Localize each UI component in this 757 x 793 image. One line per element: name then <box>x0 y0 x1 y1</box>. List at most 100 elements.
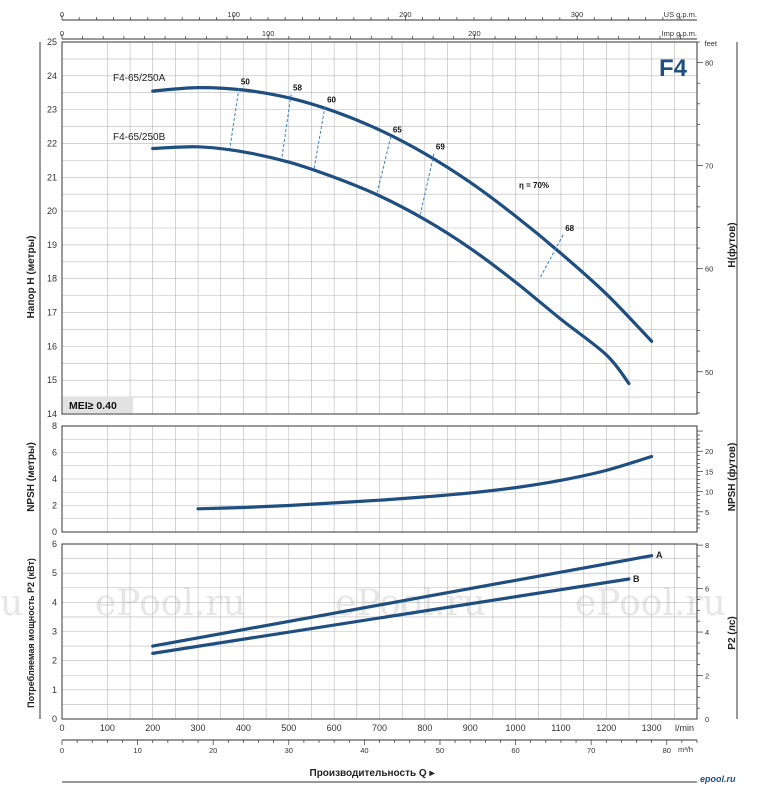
npsh-ytick: 6 <box>52 448 57 458</box>
watermark-fragment: u <box>0 583 23 624</box>
head-axis-title: Напор Н (метры) <box>26 236 37 319</box>
head-ytick: 16 <box>47 341 57 351</box>
efficiency-line <box>376 136 392 193</box>
npsh-feet-tick: 10 <box>705 488 713 497</box>
power-ytick: 3 <box>52 627 57 637</box>
lmin-tick: 100 <box>100 723 115 733</box>
efficiency-label: 69 <box>436 143 445 152</box>
tick-labels: 1415161718192021222324250246801234565060… <box>47 37 713 755</box>
mei-box <box>63 397 133 413</box>
eta-label: η = 70% <box>519 181 549 190</box>
head-series-line-1 <box>151 145 631 386</box>
lmin-tick: 1300 <box>642 723 662 733</box>
power-label-b: B <box>633 574 640 584</box>
watermark-text-3: ePool.ru <box>575 583 726 624</box>
power-label-a: A <box>656 550 663 560</box>
efficiency-line <box>281 94 292 158</box>
x-axis-title: Производительность Q ▸ <box>310 768 436 779</box>
head-ytick: 25 <box>47 37 57 47</box>
feet-tick: 70 <box>705 162 713 171</box>
m3h-tick: 20 <box>209 746 217 755</box>
lmin-unit-label: l/min <box>675 723 694 733</box>
power-ytick: 6 <box>52 539 57 549</box>
lmin-tick: 600 <box>327 723 342 733</box>
us-gpm-unit-label: US g.p.m. <box>664 10 697 19</box>
top-flow-axes: 0 100 200 300 0 100 200 <box>60 10 697 40</box>
m3h-tick: 80 <box>663 746 671 755</box>
feet-unit-label: feet <box>704 39 717 48</box>
m3h-tick: 60 <box>511 746 519 755</box>
power-series-line-1 <box>151 577 631 655</box>
power-ytick: 2 <box>52 656 57 666</box>
lmin-tick: 1100 <box>551 723 570 733</box>
head-right-axis-title: Н(футов) <box>726 222 738 267</box>
lmin-tick: 1000 <box>506 723 526 733</box>
efficiency-label: 50 <box>241 77 250 86</box>
hp-tick: 6 <box>705 585 709 594</box>
corner-watermark: epool.ru <box>700 774 736 784</box>
efficiency-line <box>419 153 435 215</box>
imp-gpm-tick: 200 <box>468 29 481 38</box>
feet-tick: 50 <box>705 368 713 377</box>
power-ytick: 4 <box>52 597 57 607</box>
efficiency-line <box>313 106 326 171</box>
efficiency-label: 58 <box>293 83 302 92</box>
lmin-tick: 1200 <box>596 723 616 733</box>
power-ytick: 5 <box>52 568 57 578</box>
lmin-tick: 800 <box>417 723 432 733</box>
frame-layer <box>39 41 738 783</box>
efficiency-label: 65 <box>393 126 402 135</box>
imp-gpm-tick: 100 <box>262 29 275 38</box>
head-series-line-0 <box>151 86 654 343</box>
hp-tick: 4 <box>705 628 709 637</box>
head-ytick: 19 <box>47 240 57 250</box>
power-ytick: 1 <box>52 685 57 695</box>
head-ytick: 18 <box>47 274 57 284</box>
npsh-feet-tick: 20 <box>705 447 713 456</box>
watermark-text-1: ePool.ru <box>95 583 246 624</box>
power-right-axis-title: Р2 (лс) <box>727 616 738 649</box>
hp-tick: 2 <box>705 672 709 681</box>
npsh-right-axis-title: NPSH (футов) <box>726 443 738 512</box>
watermark-layer: u ePool.ru ePool.ru ePool.ru <box>0 583 726 624</box>
lmin-tick: 200 <box>145 723 160 733</box>
us-gpm-tick: 300 <box>571 10 584 19</box>
head-ytick: 15 <box>47 375 57 385</box>
npsh-ytick: 0 <box>52 527 57 537</box>
series-label-a: F4-65/250A <box>113 73 166 84</box>
lmin-tick: 300 <box>191 723 206 733</box>
head-ytick: 23 <box>47 105 57 115</box>
npsh-axis-title: NPSH (метры) <box>26 442 37 512</box>
m3h-tick: 40 <box>360 746 368 755</box>
efficiency-label: 68 <box>565 224 574 233</box>
model-badge: F4 <box>659 55 688 82</box>
npsh-ytick: 2 <box>52 501 57 511</box>
m3h-unit-label: m³/h <box>678 745 693 754</box>
series-layer <box>151 86 654 655</box>
us-gpm-tick: 100 <box>227 10 240 19</box>
hp-tick: 0 <box>705 715 709 724</box>
hp-tick: 8 <box>705 541 709 550</box>
head-ytick: 21 <box>47 172 57 182</box>
imp-gpm-tick: 0 <box>60 29 64 38</box>
npsh-ytick: 8 <box>52 421 57 431</box>
head-ytick: 24 <box>47 71 57 81</box>
npsh-feet-tick: 15 <box>705 467 713 476</box>
efficiency-line <box>540 234 564 278</box>
head-ytick: 20 <box>47 206 57 216</box>
head-ytick: 22 <box>47 138 57 148</box>
feet-tick: 80 <box>705 59 713 68</box>
power-axis-title: Потребляемая мощность Р2 (кВт) <box>26 558 36 708</box>
efficiency-label: 60 <box>327 95 336 104</box>
head-frame <box>61 41 698 415</box>
grid-layer <box>62 42 697 719</box>
npsh-ytick: 4 <box>52 474 57 484</box>
m3h-tick: 30 <box>285 746 293 755</box>
us-gpm-tick: 0 <box>60 10 64 19</box>
lmin-tick: 900 <box>463 723 478 733</box>
lmin-tick: 400 <box>236 723 251 733</box>
head-ytick: 17 <box>47 308 57 318</box>
m3h-tick: 50 <box>436 746 444 755</box>
series-label-b: F4-65/250B <box>113 132 166 143</box>
